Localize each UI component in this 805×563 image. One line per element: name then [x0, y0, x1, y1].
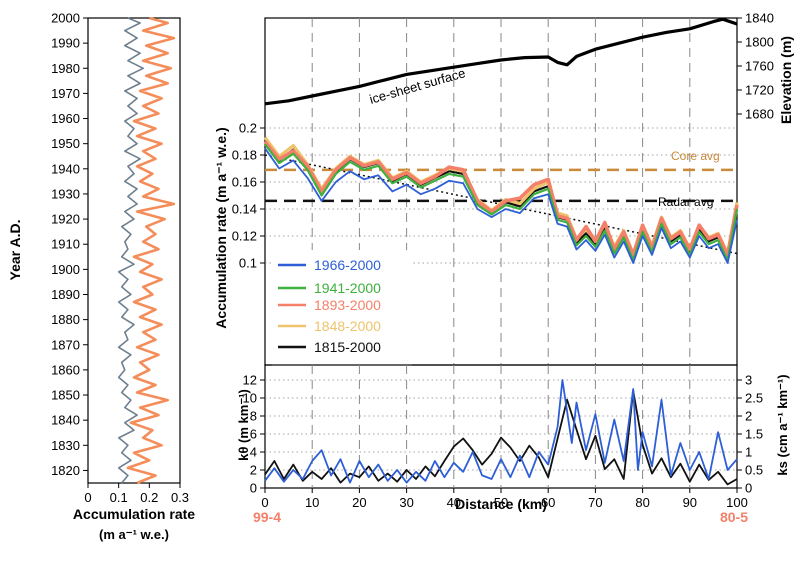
lower-x-tick-label: 10 [305, 495, 319, 510]
left-x-tick-label: 0 [84, 490, 91, 505]
upper-left-tick-label: 0.12 [232, 229, 257, 244]
legend-label-1941: 1941-2000 [314, 280, 381, 296]
lower-right-tick-label: 1 [745, 445, 752, 460]
lower-right-tick-label: 1.5 [745, 427, 763, 442]
lower-left-tick-label: 8 [250, 409, 257, 424]
lower-x-tick-label: 80 [635, 495, 649, 510]
legend-label-1893: 1893-2000 [314, 297, 381, 313]
left-y-tick-label: 1870 [51, 337, 80, 352]
left-panel: 0 0.1 0.2 0.3 1820 1830 1840 1850 1860 1870 1880 18… [7, 11, 195, 543]
left-y-tick-label: 2000 [51, 11, 80, 26]
left-series-group [117, 16, 176, 485]
left-y-tick-label: 1900 [51, 262, 80, 277]
left-y-tick-label: 1860 [51, 362, 80, 377]
accumulation-series-1941-2000 [264, 143, 739, 262]
upper-left-tick-label: 0.1 [239, 256, 257, 271]
left-y-tick-label: 1950 [51, 136, 80, 151]
lower-right-tick-label: 2 [745, 409, 752, 424]
left-tick-group: 0 0.1 0.2 0.3 1820 1830 1840 1850 1860 1870 1880 18… [51, 11, 189, 506]
lower-left-tick-label: 6 [250, 427, 257, 442]
upper-left-tick-label: 0.18 [232, 148, 257, 163]
left-y-tick-label: 1970 [51, 86, 80, 101]
upper-left-tick-label: 0.14 [232, 202, 257, 217]
lower-x-axis-label: Distance (km) [455, 496, 547, 512]
upper-left-axis-label: Accumulation rate (m a⁻¹ w.e.) [213, 127, 229, 328]
left-x-tick-label: 0.2 [140, 490, 158, 505]
legend: 1966-2000 1941-2000 1893-2000 1848-2000 … [272, 250, 412, 383]
lower-panel: 0 10 20 30 40 50 60 70 80 90 10002468101200.511.52… [236, 364, 790, 525]
accumulation-series-1966-2000 [264, 147, 738, 264]
left-series-orange [126, 16, 176, 485]
lower-x-tick-label: 0 [261, 495, 268, 510]
radar-avg-annotation: Radar avg [658, 195, 713, 209]
left-plot-frame [87, 17, 181, 484]
legend-label-1848: 1848-2000 [314, 318, 381, 334]
upper-series-group [263, 17, 739, 264]
lower-x-tick-label: 60 [541, 495, 555, 510]
upper-tick-group: 0.1 0.12 0.14 0.16 0.18 0.2 1680 1720 1760 1800 18… [232, 11, 774, 271]
left-x-axis-unit: (m a⁻¹ w.e.) [99, 527, 169, 542]
legend-label-1815: 1815-2000 [314, 339, 381, 355]
left-y-tick-label: 1890 [51, 287, 80, 302]
lower-left-tick-label: 10 [243, 391, 257, 406]
endpoint-label-right: 80-5 [720, 509, 748, 525]
ice-sheet-surface-line [264, 17, 738, 106]
lower-x-tick-label: 70 [588, 495, 602, 510]
upper-right-tick-label: 1720 [745, 83, 774, 98]
upper-right-tick-label: 1680 [745, 107, 774, 122]
lower-right-tick-label: 2.5 [745, 391, 763, 406]
left-y-tick-label: 1840 [51, 413, 80, 428]
upper-panel: 0.1 0.12 0.14 0.16 0.18 0.2 1680 1720 1760 1800 18… [213, 11, 794, 383]
left-series-grey [117, 17, 144, 484]
left-y-tick-label: 1960 [51, 111, 80, 126]
left-y-axis-label: Year A.D. [7, 220, 23, 281]
lower-left-tick-label: 0 [250, 481, 257, 496]
lower-series-black [264, 389, 738, 486]
lower-x-tick-label: 30 [399, 495, 413, 510]
left-y-tick-label: 1940 [51, 161, 80, 176]
left-y-tick-label: 1830 [51, 438, 80, 453]
lower-left-tick-label: 2 [250, 463, 257, 478]
left-y-tick-label: 1980 [51, 61, 80, 76]
lower-x-tick-label: 100 [726, 495, 748, 510]
lower-left-tick-label: 12 [243, 373, 257, 388]
lower-right-tick-label: 0 [745, 481, 752, 496]
lower-grid [265, 365, 737, 488]
left-x-axis-label: Accumulation rate [73, 506, 195, 522]
upper-left-tick-label: 0.2 [239, 121, 257, 136]
lower-left-tick-label: 4 [250, 445, 257, 460]
core-avg-annotation: Core avg [671, 149, 720, 163]
lower-left-axis-label: kθ (m km⁻¹) [236, 389, 251, 461]
lower-x-tick-label: 20 [352, 495, 366, 510]
left-y-tick-label: 1880 [51, 312, 80, 327]
endpoint-label-left: 99-4 [253, 509, 281, 525]
left-x-tick-label: 0.3 [171, 490, 189, 505]
left-y-tick-label: 1920 [51, 212, 80, 227]
lower-series-blue [264, 379, 738, 484]
left-y-tick-label: 1930 [51, 186, 80, 201]
lower-right-tick-label: 3 [745, 373, 752, 388]
left-y-tick-label: 1990 [51, 36, 80, 51]
upper-left-tick-label: 0.16 [232, 175, 257, 190]
left-y-tick-label: 1820 [51, 463, 80, 478]
upper-right-tick-label: 1840 [745, 11, 774, 26]
upper-right-axis-label: Elevation (m) [778, 36, 794, 124]
accumulation-series-1893-2000 [263, 140, 739, 257]
left-y-tick-label: 1910 [51, 237, 80, 252]
lower-x-tick-label: 40 [447, 495, 461, 510]
lower-series-group [264, 379, 738, 486]
upper-right-tick-label: 1800 [745, 35, 774, 50]
left-x-tick-label: 0.1 [110, 490, 128, 505]
lower-x-tick-label: 50 [494, 495, 508, 510]
lower-right-axis-label: ks (cm a⁻¹ km⁻¹) [775, 374, 790, 475]
lower-tick-group: 0 10 20 30 40 50 60 70 80 90 10002468101200.511.52… [243, 373, 764, 511]
lower-x-tick-label: 90 [683, 495, 697, 510]
legend-background [272, 250, 412, 383]
upper-right-tick-label: 1760 [745, 59, 774, 74]
lower-right-tick-label: 0.5 [745, 463, 763, 478]
left-y-tick-label: 1850 [51, 388, 80, 403]
legend-label-1966: 1966-2000 [314, 257, 381, 273]
